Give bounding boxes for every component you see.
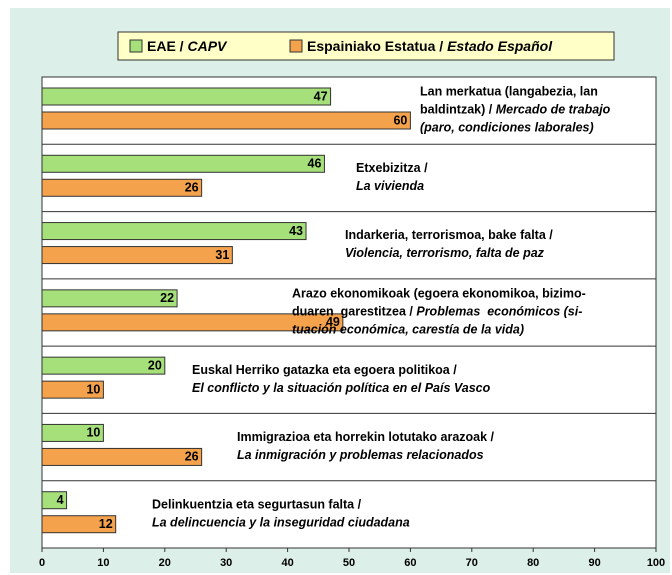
category-label: La inmigración y problemas relacionados [237,448,484,462]
bar [41,289,178,308]
bar [41,246,233,265]
text-segment: tuación económica, carestía de la vida) [292,323,524,337]
category-label: Euskal Herriko gatazka eta egoera politi… [192,363,457,377]
data-label: 10 [86,382,100,396]
bar [41,222,307,241]
text-segment: duaren garestitzea / [292,305,416,319]
data-label: 22 [160,291,174,305]
category-label: Delinkuentzia eta segurtasun falta / [152,498,362,512]
x-tick-label: 100 [647,557,665,569]
text-segment: Arazo ekonomikoak (egoera ekonomikoa, bi… [292,287,586,301]
data-label: 10 [86,426,100,440]
text-segment: La vivienda [356,179,424,193]
bar [41,380,104,399]
data-label: 26 [185,450,199,464]
bar [41,515,117,534]
category-label: Indarkeria, terrorismoa, bake falta / [345,229,553,243]
category-label: Arazo ekonomikoak (egoera ekonomikoa, bi… [292,287,586,301]
text-segment: La inmigración y problemas relacionados [237,448,484,462]
legend-box [117,31,615,61]
text-segment: Mercado de trabajo [496,103,611,117]
text-segment: Espainiako Estatua / [307,38,447,54]
x-tick-label: 50 [343,557,355,569]
x-tick-label: 80 [527,557,539,569]
category-label: El conflicto y la situación política en … [192,381,491,395]
data-label: 4 [57,493,64,507]
bar [41,423,104,442]
bar [41,313,344,332]
text-segment: CAPV [187,38,228,54]
category-label: La delincuencia y la inseguridad ciudada… [152,516,410,530]
data-label: 49 [326,315,340,329]
data-label: 60 [393,113,407,127]
bar [41,447,203,466]
x-tick-label: 70 [466,557,478,569]
bar [41,154,325,173]
bar [41,111,411,130]
text-segment: (paro, condiciones laborales) [420,121,594,135]
data-label: 26 [185,181,199,195]
text-segment: baldintzak) / [420,103,496,117]
data-label: 43 [289,224,303,238]
data-label: 20 [148,358,162,372]
x-tick-label: 40 [281,557,293,569]
data-label: 31 [215,248,229,262]
text-segment: Immigrazioa eta horrekin lotutako arazoa… [237,430,495,444]
x-tick-label: 30 [220,557,232,569]
text-segment: Etxebizitza / [356,161,428,175]
x-tick-label: 60 [404,557,416,569]
legend-swatch [289,39,303,53]
legend-label: Espainiako Estatua / Estado Español [307,38,553,54]
category-label: Violencia, terrorismo, falta de paz [345,247,545,261]
text-segment: Violencia, terrorismo, falta de paz [345,247,545,261]
data-label: 47 [314,89,328,103]
category-label: Etxebizitza / [356,161,428,175]
category-label: (paro, condiciones laborales) [420,121,594,135]
category-label: La vivienda [356,179,424,193]
category-label: Immigrazioa eta horrekin lotutako arazoa… [237,430,495,444]
text-segment: Estado Español [447,38,553,54]
text-segment: Problemas económicos (si- [416,305,582,319]
x-tick-label: 10 [97,557,109,569]
bar [41,491,68,510]
data-label: 46 [308,157,322,171]
text-segment: La delincuencia y la inseguridad ciudada… [152,516,410,530]
bar [41,356,166,375]
text-segment: Indarkeria, terrorismoa, bake falta / [345,229,553,243]
bar [41,87,332,106]
text-segment: Delinkuentzia eta segurtasun falta / [152,498,362,512]
legend-swatch [129,39,143,53]
text-segment: Lan merkatua (langabezia, lan [420,85,598,99]
x-tick-label: 20 [159,557,171,569]
text-segment: EAE / [147,38,187,54]
text-segment: Euskal Herriko gatazka eta egoera politi… [192,363,457,377]
text-segment: El conflicto y la situación política en … [192,381,491,395]
category-label: tuación económica, carestía de la vida) [292,323,524,337]
x-tick-label: 0 [39,557,45,569]
category-label: baldintzak) / Mercado de trabajo [420,103,611,117]
legend-label: EAE / CAPV [147,38,228,54]
bar [41,178,203,197]
x-tick-label: 90 [588,557,600,569]
category-label: duaren garestitzea / Problemas económico… [292,305,582,319]
data-label: 12 [99,517,113,531]
category-label: Lan merkatua (langabezia, lan [420,85,598,99]
